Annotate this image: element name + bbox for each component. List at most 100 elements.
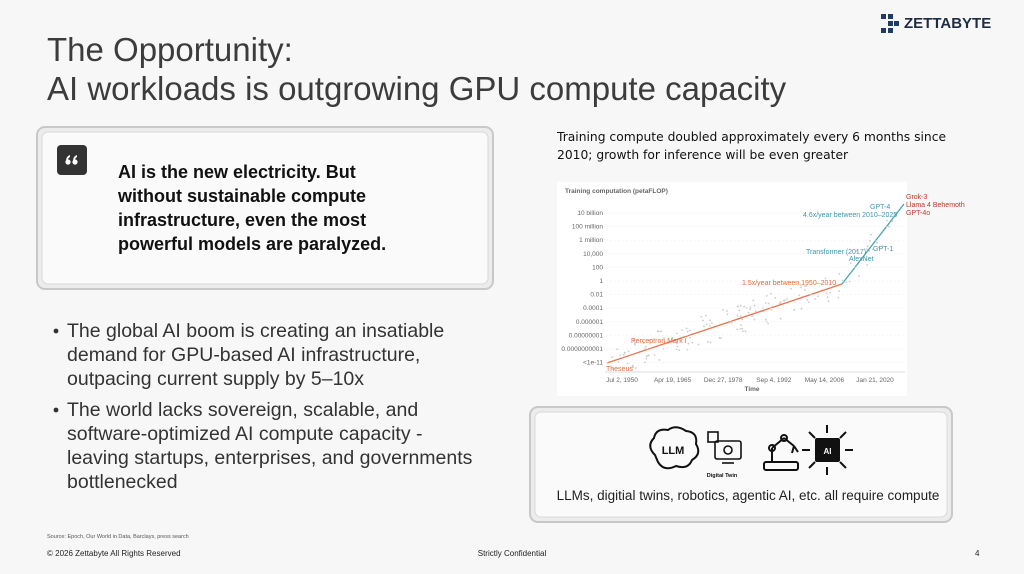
- scatter-dot: [627, 350, 630, 353]
- x-tick-label: Apr 19, 1965: [654, 377, 692, 384]
- icon-label: AI: [824, 447, 832, 456]
- scatter-dot: [702, 325, 705, 328]
- y-tick-label: 1 million: [579, 237, 603, 244]
- scatter-dot: [881, 245, 884, 247]
- title-line: AI workloads is outgrowing GPU compute c…: [47, 70, 787, 107]
- scatter-dot: [687, 342, 690, 345]
- logo-text: ZETTABYTE: [904, 15, 991, 32]
- scatter-dot: [645, 345, 647, 348]
- chart-caption: 2010; growth for inference will be even …: [557, 148, 849, 162]
- scatter-dot: [765, 320, 768, 323]
- scatter-dot: [689, 329, 691, 332]
- x-tick-label: Jan 21, 2020: [856, 377, 894, 384]
- scatter-dot: [853, 256, 856, 259]
- y-tick-label: 100: [592, 264, 603, 271]
- scatter-dot: [749, 306, 752, 309]
- scatter-dot: [678, 349, 681, 352]
- scatter-dot: [653, 354, 656, 357]
- scatter-dot: [782, 299, 785, 302]
- scatter-dot: [858, 275, 860, 278]
- quote-line: AI is the new electricity. But: [118, 162, 356, 182]
- quote-line: infrastructure, even the most: [118, 210, 366, 230]
- confidential: Strictly Confidential: [478, 549, 547, 558]
- scatter-dot: [700, 316, 703, 318]
- scatter-dot: [691, 341, 694, 344]
- scatter-dot: [865, 258, 867, 261]
- scatter-dot: [887, 225, 890, 228]
- bullet-line: bottlenecked: [67, 471, 178, 493]
- scatter-dot: [824, 277, 827, 280]
- scatter-dot: [736, 314, 739, 317]
- scatter-dot: [739, 315, 742, 318]
- bullet-line: The global AI boom is creating an insati…: [67, 320, 444, 342]
- quote-marks: [65, 155, 78, 165]
- bullet-line: leaving startups, enterprises, and gover…: [67, 447, 473, 469]
- llm-icon: [649, 426, 700, 470]
- bullet-line: demand for GPU-based AI infrastructure,: [67, 344, 420, 366]
- scatter-dot: [838, 273, 841, 275]
- icon-label: LLM: [662, 445, 685, 457]
- scatter-dot: [769, 292, 772, 295]
- scatter-dot: [739, 304, 742, 307]
- bullet-line: software-optimized AI compute capacity -: [67, 423, 423, 445]
- scatter-dot: [635, 367, 637, 369]
- y-tick-label: 10,000: [583, 251, 603, 258]
- scatter-dot: [623, 351, 626, 354]
- ai-chip-icon: [802, 425, 853, 475]
- scatter-dot: [808, 301, 810, 304]
- scatter-dot: [800, 286, 802, 289]
- chart-annotation: Transformer (2017): [806, 249, 866, 256]
- scatter-dot: [647, 354, 650, 357]
- x-tick-label: Sep 4, 1992: [756, 377, 791, 384]
- scatter-dot: [711, 322, 713, 325]
- chart-annotation: Grok-3: [906, 194, 928, 201]
- scatter-dot: [738, 309, 741, 312]
- trend-line: [841, 203, 905, 285]
- compute-caption: LLMs, digitial twins, robotics, agentic …: [557, 488, 940, 503]
- scatter-dot: [814, 298, 816, 300]
- scatter-dot: [753, 318, 756, 321]
- scatter-dot: [645, 357, 648, 360]
- scatter-dot: [838, 290, 841, 293]
- scatter-dot: [786, 298, 788, 300]
- x-axis-title: Time: [744, 386, 759, 393]
- chart-annotation: 4.6x/year between 2010–2025: [803, 212, 897, 219]
- chart-annotation: 1.5x/year between 1950–2010: [742, 280, 836, 287]
- scatter-dot: [877, 246, 880, 249]
- scatter-dot: [663, 337, 665, 339]
- scatter-dot: [611, 367, 614, 370]
- title-line: The Opportunity:: [47, 31, 293, 68]
- scatter-dot: [611, 356, 613, 359]
- scatter-dot: [869, 240, 871, 242]
- scatter-dot: [849, 262, 852, 264]
- y-tick-label: 0.00000001: [569, 332, 604, 339]
- trend-line: [606, 283, 843, 364]
- scatter-dot: [741, 318, 744, 321]
- scatter-dot: [642, 342, 645, 344]
- chart-annotation: GPT-1: [873, 246, 893, 253]
- scatter-dot: [707, 341, 709, 343]
- scatter-dot: [871, 248, 874, 251]
- scatter-dot: [845, 281, 848, 283]
- scatter-dot: [722, 309, 725, 311]
- scatter-dot: [779, 317, 782, 320]
- scatter-dot: [866, 245, 869, 248]
- chart-annotation: GPT-4: [870, 204, 890, 211]
- scatter-dot: [866, 248, 868, 251]
- scatter-dot: [634, 341, 637, 344]
- scatter-dot: [739, 328, 742, 330]
- scatter-dot: [753, 304, 756, 307]
- scatter-dot: [855, 249, 858, 252]
- scatter-dot: [752, 299, 755, 302]
- x-tick-label: Jul 2, 1950: [606, 377, 638, 384]
- scatter-dot: [764, 318, 767, 321]
- scatter-dot: [689, 336, 692, 339]
- scatter-dot: [866, 264, 869, 266]
- scatter-dot: [726, 313, 729, 316]
- source-note: Source: Epoch, Our World in Data, Barcla…: [47, 534, 189, 540]
- logo-icon: [881, 14, 899, 33]
- bullet-dot: [53, 328, 59, 334]
- scatter-dot: [646, 355, 648, 358]
- scatter-dot: [790, 287, 792, 290]
